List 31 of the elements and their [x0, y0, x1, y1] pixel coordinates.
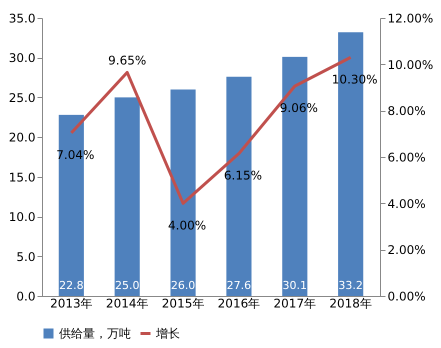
y2-tick-label: 4.00%	[388, 196, 426, 211]
y-tick-label: 20.0	[8, 130, 36, 145]
legend-label: 增长	[155, 326, 180, 340]
data-label: 26.0	[170, 279, 196, 292]
y2-tick-label: 2.00%	[388, 243, 426, 258]
bar	[114, 97, 140, 296]
x-tick-label: 2013年	[50, 296, 93, 310]
y2-tick-label: 0.00%	[388, 290, 426, 304]
y2-tick-label: 6.00%	[388, 150, 426, 164]
data-label: 9.65%	[108, 53, 146, 68]
data-label: 25.0	[114, 279, 140, 292]
y-tick-label: 0.0	[16, 290, 36, 304]
y-tick-label: 30.0	[8, 51, 36, 66]
x-tick-label: 2017年	[274, 296, 316, 310]
data-label: 27.6	[226, 279, 252, 292]
x-tick-label: 2016年	[218, 296, 260, 310]
data-label: 22.8	[59, 279, 84, 292]
y-tick-label: 25.0	[8, 90, 36, 105]
y-tick-label: 15.0	[8, 170, 36, 184]
legend-label: 供给量，万吨	[59, 326, 131, 340]
data-label: 30.1	[282, 279, 308, 292]
y-tick-label: 10.0	[8, 210, 36, 224]
y2-tick-label: 12.00%	[388, 12, 434, 26]
y2-tick-label: 10.00%	[388, 58, 434, 72]
y2-tick-label: 8.00%	[388, 104, 426, 118]
y-tick-label: 5.0	[16, 250, 36, 264]
x-tick-label: 2018年	[329, 296, 372, 310]
x-tick-label: 2014年	[106, 296, 148, 310]
y-tick-label: 35.0	[8, 12, 36, 26]
x-tick-label: 2015年	[162, 296, 204, 310]
data-label: 33.2	[338, 279, 363, 292]
